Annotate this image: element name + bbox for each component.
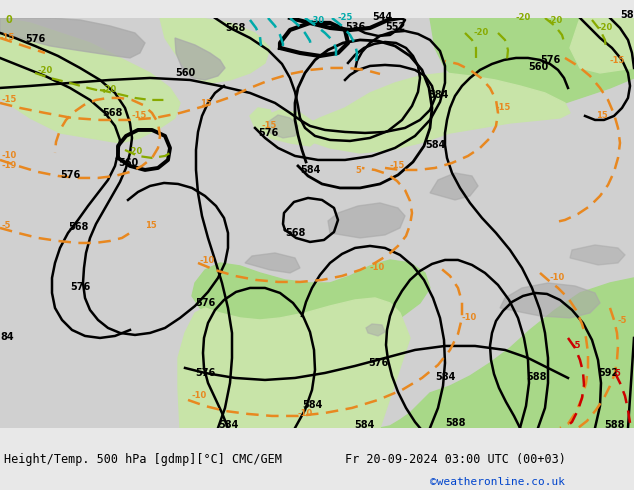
Text: 568: 568 bbox=[285, 228, 306, 238]
Text: Height/Temp. 500 hPa [gdmp][°C] CMC/GEM: Height/Temp. 500 hPa [gdmp][°C] CMC/GEM bbox=[4, 453, 282, 466]
Text: 576: 576 bbox=[258, 128, 278, 138]
Text: -10: -10 bbox=[298, 409, 313, 418]
Polygon shape bbox=[0, 18, 145, 58]
Polygon shape bbox=[175, 38, 225, 80]
Text: 568: 568 bbox=[68, 222, 88, 232]
Text: 576: 576 bbox=[60, 170, 81, 180]
Polygon shape bbox=[430, 18, 634, 113]
Text: -10: -10 bbox=[462, 313, 477, 322]
Text: -19: -19 bbox=[2, 161, 17, 170]
Text: 15: 15 bbox=[200, 99, 212, 108]
Text: ©weatheronline.co.uk: ©weatheronline.co.uk bbox=[430, 477, 565, 487]
Polygon shape bbox=[260, 110, 320, 146]
Text: -15: -15 bbox=[390, 161, 405, 170]
Text: -20: -20 bbox=[548, 16, 563, 25]
Text: -15: -15 bbox=[132, 111, 147, 120]
Text: 5: 5 bbox=[355, 166, 361, 175]
Text: 588: 588 bbox=[620, 10, 634, 20]
Text: -20: -20 bbox=[474, 28, 489, 37]
Text: -10: -10 bbox=[550, 273, 566, 282]
Text: 568: 568 bbox=[102, 108, 122, 118]
Text: -20: -20 bbox=[515, 13, 530, 22]
Text: -20: -20 bbox=[128, 147, 143, 156]
Polygon shape bbox=[268, 115, 298, 138]
Polygon shape bbox=[570, 245, 625, 265]
Polygon shape bbox=[500, 283, 600, 318]
Text: 588: 588 bbox=[604, 420, 624, 430]
Text: -20: -20 bbox=[102, 85, 117, 94]
Text: -5: -5 bbox=[572, 341, 581, 350]
Polygon shape bbox=[160, 18, 270, 83]
Text: -15: -15 bbox=[610, 56, 625, 65]
Text: -15: -15 bbox=[495, 103, 510, 112]
Text: 584: 584 bbox=[354, 420, 374, 430]
Text: 584: 584 bbox=[428, 90, 448, 100]
Polygon shape bbox=[570, 18, 634, 73]
Text: Fr 20-09-2024 03:00 UTC (00+03): Fr 20-09-2024 03:00 UTC (00+03) bbox=[345, 453, 566, 466]
Text: 568: 568 bbox=[225, 23, 245, 33]
Text: 552: 552 bbox=[385, 22, 405, 32]
Text: 584: 584 bbox=[218, 420, 238, 430]
Text: 592: 592 bbox=[598, 368, 618, 378]
Text: 584: 584 bbox=[435, 372, 455, 382]
Text: 588: 588 bbox=[526, 372, 547, 382]
Polygon shape bbox=[328, 203, 405, 238]
Polygon shape bbox=[250, 108, 275, 133]
Text: -20: -20 bbox=[598, 23, 613, 32]
Text: -15: -15 bbox=[262, 121, 278, 130]
Text: 576: 576 bbox=[25, 34, 45, 44]
Text: 584: 584 bbox=[302, 400, 322, 410]
Text: 576: 576 bbox=[195, 298, 216, 308]
Text: 560: 560 bbox=[118, 158, 138, 168]
Text: -10: -10 bbox=[192, 391, 207, 400]
Text: -10: -10 bbox=[370, 263, 385, 272]
Text: 588: 588 bbox=[445, 418, 465, 428]
Polygon shape bbox=[380, 278, 634, 428]
Polygon shape bbox=[430, 173, 478, 200]
Text: -5: -5 bbox=[618, 316, 628, 325]
Text: -15: -15 bbox=[0, 33, 15, 42]
Text: 576: 576 bbox=[70, 282, 90, 292]
Polygon shape bbox=[192, 260, 430, 343]
Text: 576: 576 bbox=[195, 368, 216, 378]
Text: -5: -5 bbox=[2, 221, 11, 230]
Text: 84: 84 bbox=[0, 332, 13, 342]
Text: 576: 576 bbox=[368, 358, 388, 368]
Text: 584: 584 bbox=[300, 165, 320, 175]
Polygon shape bbox=[178, 298, 410, 428]
Text: 536: 536 bbox=[345, 22, 365, 32]
Text: 5: 5 bbox=[614, 369, 620, 378]
Polygon shape bbox=[300, 73, 570, 153]
Text: 584: 584 bbox=[425, 140, 445, 150]
Text: 0: 0 bbox=[5, 15, 12, 25]
Polygon shape bbox=[366, 324, 385, 336]
Text: 544: 544 bbox=[372, 12, 392, 22]
Text: -20: -20 bbox=[38, 66, 53, 75]
Text: -10: -10 bbox=[2, 151, 17, 160]
Polygon shape bbox=[0, 18, 180, 143]
Text: -25: -25 bbox=[338, 13, 353, 22]
Polygon shape bbox=[245, 253, 300, 273]
Text: 15: 15 bbox=[596, 111, 608, 120]
Text: 576: 576 bbox=[540, 55, 560, 65]
Text: -30: -30 bbox=[310, 16, 325, 25]
Text: -10: -10 bbox=[200, 256, 216, 265]
Text: 560: 560 bbox=[528, 62, 548, 72]
Text: 15: 15 bbox=[145, 221, 157, 230]
Text: 560: 560 bbox=[175, 68, 195, 78]
Text: -15: -15 bbox=[2, 95, 17, 104]
